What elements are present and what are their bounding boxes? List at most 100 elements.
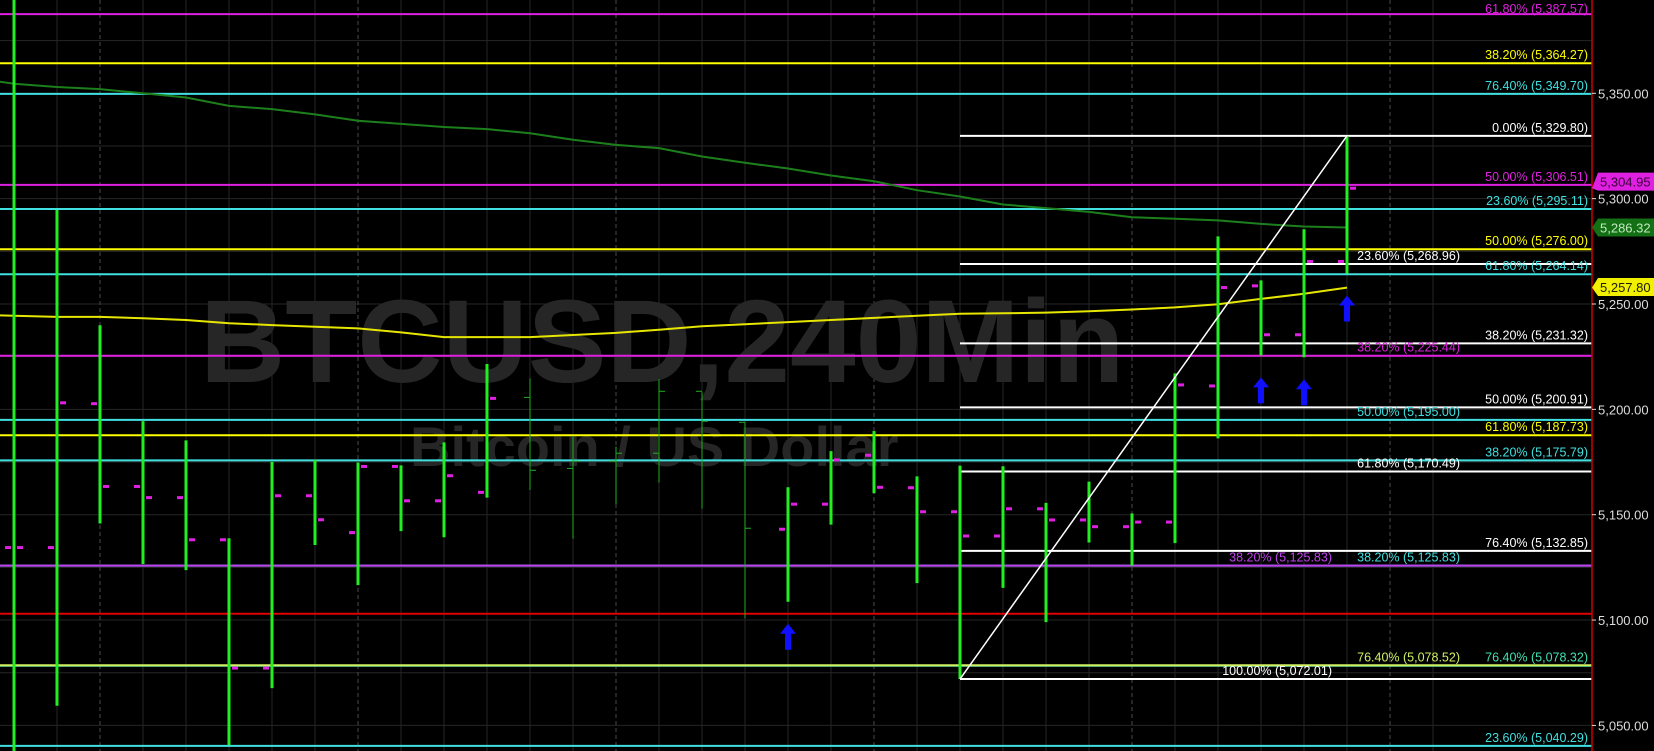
open-tick xyxy=(696,390,702,392)
close-tick xyxy=(1307,259,1313,263)
open-tick xyxy=(610,460,616,462)
level-label: 23.60% (5,295.11) xyxy=(1486,194,1588,208)
level-label: 50.00% (5,195.00) xyxy=(1357,405,1460,419)
open-tick xyxy=(865,453,871,457)
open-tick xyxy=(306,494,312,498)
axis-tick-label: 5,200.00 xyxy=(1598,402,1649,417)
level-label: 61.80% (5,264.14) xyxy=(1485,259,1588,273)
open-tick xyxy=(91,402,97,406)
moving-averages xyxy=(0,80,1348,339)
close-tick xyxy=(361,464,367,468)
up-arrow-icon xyxy=(1253,377,1269,404)
level-label: 76.40% (5,349.70) xyxy=(1485,79,1588,93)
level-labels: 61.80% (5,387.57) 38.20% (5,364.27) 76.40%… xyxy=(1222,2,1588,745)
axis-tick-label: 5,150.00 xyxy=(1598,508,1649,523)
price-badge xyxy=(1592,218,1654,237)
close-tick xyxy=(189,538,195,542)
open-tick xyxy=(263,666,269,670)
close-tick xyxy=(146,496,152,500)
close-tick xyxy=(702,420,708,422)
close-tick xyxy=(877,485,883,489)
price-badge-label: 5,286.32 xyxy=(1600,220,1651,235)
open-tick xyxy=(435,499,441,503)
open-tick xyxy=(1037,507,1043,511)
close-tick xyxy=(1006,507,1012,511)
close-tick xyxy=(103,484,109,488)
close-tick xyxy=(963,534,969,538)
price-badge xyxy=(1592,278,1654,296)
open-tick xyxy=(220,538,226,542)
level-label: 38.20% (5,231.32) xyxy=(1485,328,1588,342)
close-tick xyxy=(573,460,579,462)
close-tick xyxy=(616,452,622,454)
close-tick xyxy=(1049,518,1055,522)
open-tick xyxy=(1295,333,1301,337)
open-tick xyxy=(5,546,11,550)
buy-arrows xyxy=(780,295,1355,650)
close-tick xyxy=(17,546,23,550)
open-tick xyxy=(177,496,183,500)
open-tick xyxy=(1080,518,1086,522)
level-label: 0.00% (5,329.80) xyxy=(1492,121,1588,135)
axis-tick-label: 5,300.00 xyxy=(1598,192,1649,207)
trendline[interactable] xyxy=(959,135,1348,680)
close-tick xyxy=(1092,525,1098,529)
open-tick xyxy=(1209,384,1215,388)
price-badge xyxy=(1592,172,1654,191)
close-tick xyxy=(318,518,324,522)
level-label: 100.00% (5,072.01) xyxy=(1222,664,1332,678)
open-tick xyxy=(822,502,828,506)
watermark-symbol: BTCUSD,240Min xyxy=(200,276,1124,408)
close-tick xyxy=(490,396,496,400)
level-label: 76.40% (5,132.85) xyxy=(1485,536,1588,550)
close-tick xyxy=(834,458,840,462)
level-label: 38.20% (5,364.27) xyxy=(1485,48,1588,62)
close-tick xyxy=(1178,383,1184,387)
level-label: 50.00% (5,306.51) xyxy=(1485,170,1588,184)
open-tick xyxy=(653,452,659,454)
level-label: 38.20% (5,225.44) xyxy=(1357,341,1460,355)
open-tick xyxy=(1338,259,1344,263)
level-label: 23.60% (5,040.29) xyxy=(1485,731,1588,745)
open-tick xyxy=(48,546,54,550)
open-tick xyxy=(349,531,355,535)
open-tick xyxy=(994,534,1000,538)
open-tick xyxy=(567,467,573,469)
level-label: 50.00% (5,200.91) xyxy=(1485,392,1588,406)
close-tick xyxy=(745,527,751,529)
price-badge-label: 5,304.95 xyxy=(1600,175,1651,190)
open-tick xyxy=(478,490,484,494)
close-tick xyxy=(1264,333,1270,337)
price-axis[interactable]: 5,350.00 5,300.00 5,250.00 5,200.00 5,150.00… xyxy=(1591,0,1654,751)
open-tick xyxy=(779,527,785,531)
level-label: 38.20% (5,125.83) xyxy=(1357,551,1460,565)
up-arrow-icon xyxy=(780,623,796,650)
close-tick xyxy=(530,469,536,471)
close-tick xyxy=(920,510,926,514)
level-label: 76.40% (5,078.52) xyxy=(1357,650,1460,664)
axis-tick-label: 5,050.00 xyxy=(1598,718,1649,733)
up-arrow-icon xyxy=(1296,379,1312,406)
watermark-description: Bitcoin / US Dollar xyxy=(410,415,899,478)
level-label: 61.80% (5,387.57) xyxy=(1485,2,1588,16)
close-tick xyxy=(1135,520,1141,524)
level-label: 50.00% (5,276.00) xyxy=(1485,234,1588,248)
fibonacci-levels xyxy=(0,13,1592,747)
axis-tick-label: 5,100.00 xyxy=(1598,613,1649,628)
close-tick xyxy=(60,401,66,405)
close-tick xyxy=(404,499,410,503)
up-arrow-icon xyxy=(1339,295,1355,322)
close-tick xyxy=(275,494,281,498)
close-tick xyxy=(1350,186,1356,190)
level-label: 38.20% (5,125.83) xyxy=(1229,551,1332,565)
level-label: 76.40% (5,078.32) xyxy=(1485,651,1588,665)
open-tick xyxy=(134,484,140,488)
level-label: 61.80% (5,187.73) xyxy=(1485,420,1588,434)
open-tick xyxy=(951,510,957,514)
close-tick xyxy=(232,666,238,670)
open-tick xyxy=(524,396,530,398)
close-tick xyxy=(1221,286,1227,290)
open-tick xyxy=(1166,520,1172,524)
close-tick xyxy=(659,390,665,392)
